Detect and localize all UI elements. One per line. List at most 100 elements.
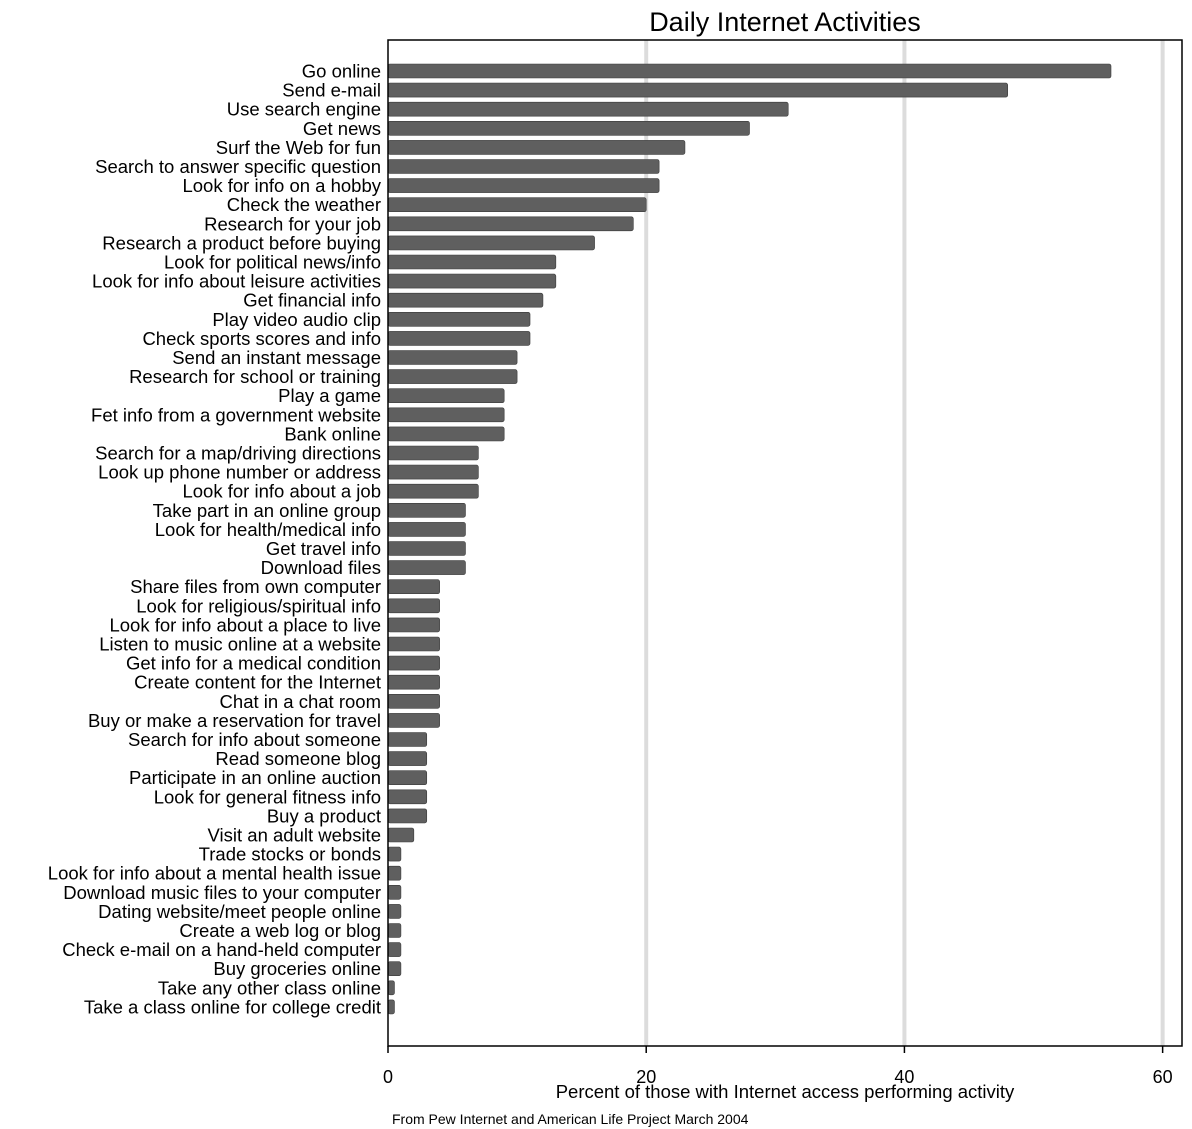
category-label: Get travel info [266,538,381,559]
bar [387,178,660,193]
category-label: Buy or make a reservation for travel [88,710,381,731]
category-label: Look for general fitness info [154,786,381,807]
bar [387,636,440,652]
bar [387,483,479,499]
category-label: Participate in an online auction [129,767,381,788]
bar [387,522,466,537]
category-label: Search for info about someone [128,729,381,750]
category-label: Buy groceries online [213,958,381,979]
bar [387,961,402,977]
category-label: Create a web log or blog [179,920,381,941]
bar [387,560,466,575]
bar [387,464,479,480]
gridlines [644,40,1165,1046]
category-label: Look for info about a job [182,481,381,502]
bar [387,904,402,919]
bar [387,254,557,270]
category-label: Bank online [284,423,381,444]
category-label: Send e-mail [282,80,381,101]
category-label: Look up phone number or address [98,462,381,483]
x-axis-ticks: 0 20 40 60 [383,1046,1173,1087]
bar [387,331,531,346]
category-label: Create content for the Internet [134,672,381,693]
bar [387,388,505,404]
bar [387,808,428,824]
category-label: Send an instant message [172,347,381,368]
chart-title: Daily Internet Activities [649,7,921,37]
bar [387,923,402,938]
bar [387,121,750,136]
bar [387,980,395,996]
plot-frame [387,39,1183,1047]
bar [387,273,557,289]
x-tick-label: 60 [1153,1067,1173,1087]
bar [387,502,466,518]
bar [387,751,428,766]
bar [387,216,634,232]
category-label: Buy a product [267,805,381,826]
source-note: From Pew Internet and American Life Proj… [392,1111,749,1127]
bar [387,770,428,786]
bar [387,82,1009,98]
category-label: Go online [302,61,381,82]
category-label: Read someone blog [215,748,381,769]
category-label: Look for political news/info [164,252,381,273]
bar [387,197,647,212]
category-label: Look for health/medical info [155,519,381,540]
category-label: Search for a map/driving directions [95,443,381,464]
category-label: Look for info about a place to live [109,614,381,635]
bar [387,655,440,671]
category-label: Surf the Web for fun [216,137,381,158]
category-label: Share files from own computer [130,576,381,597]
category-label: Research for your job [204,213,381,234]
bar [387,617,440,633]
bar [387,101,789,117]
bar [387,713,440,728]
category-label: Use search engine [227,99,381,120]
category-label: Take part in an online group [153,500,381,521]
bar [387,541,466,556]
bar [387,598,440,614]
category-label: Look for info on a hobby [182,175,381,196]
category-label: Look for religious/spiritual info [136,595,381,616]
category-label: Research a product before buying [102,232,381,253]
category-label: Play a game [278,385,381,406]
category-label: Get news [303,118,381,139]
x-tick-label: 20 [636,1067,656,1087]
bar [387,426,505,442]
category-label: Take any other class online [158,977,381,998]
category-label: Check e-mail on a hand-held computer [62,939,381,960]
category-label: Check sports scores and info [142,328,381,349]
category-label: Download files [261,557,381,578]
category-label: Research for school or training [129,366,381,387]
category-label: Get info for a medical condition [126,653,381,674]
category-label: Get financial info [243,290,381,311]
category-label: Fet info from a government website [91,404,381,425]
category-label: Search to answer specific question [95,156,381,177]
category-label: Look for info about leisure activities [92,271,381,292]
category-label: Visit an adult website [208,825,381,846]
bar [387,884,402,900]
bar [387,407,505,423]
bar [387,292,544,308]
bar [387,999,395,1015]
category-label: Trade stocks or bonds [199,844,381,865]
bar [387,159,660,174]
bar [387,140,686,155]
category-label: Look for info about a mental health issu… [48,863,381,884]
bars [387,63,1112,1015]
category-label: Download music files to your computer [63,882,381,903]
bar [387,827,415,843]
bar [387,693,440,709]
category-label: Play video audio clip [212,309,381,330]
bar [387,846,402,862]
bar [387,311,531,327]
category-label: Chat in a chat room [220,691,381,712]
category-label: Check the weather [227,194,381,215]
bar [387,789,428,805]
bar [387,732,428,747]
category-label: Take a class online for college credit [84,996,381,1017]
bar [387,350,518,365]
